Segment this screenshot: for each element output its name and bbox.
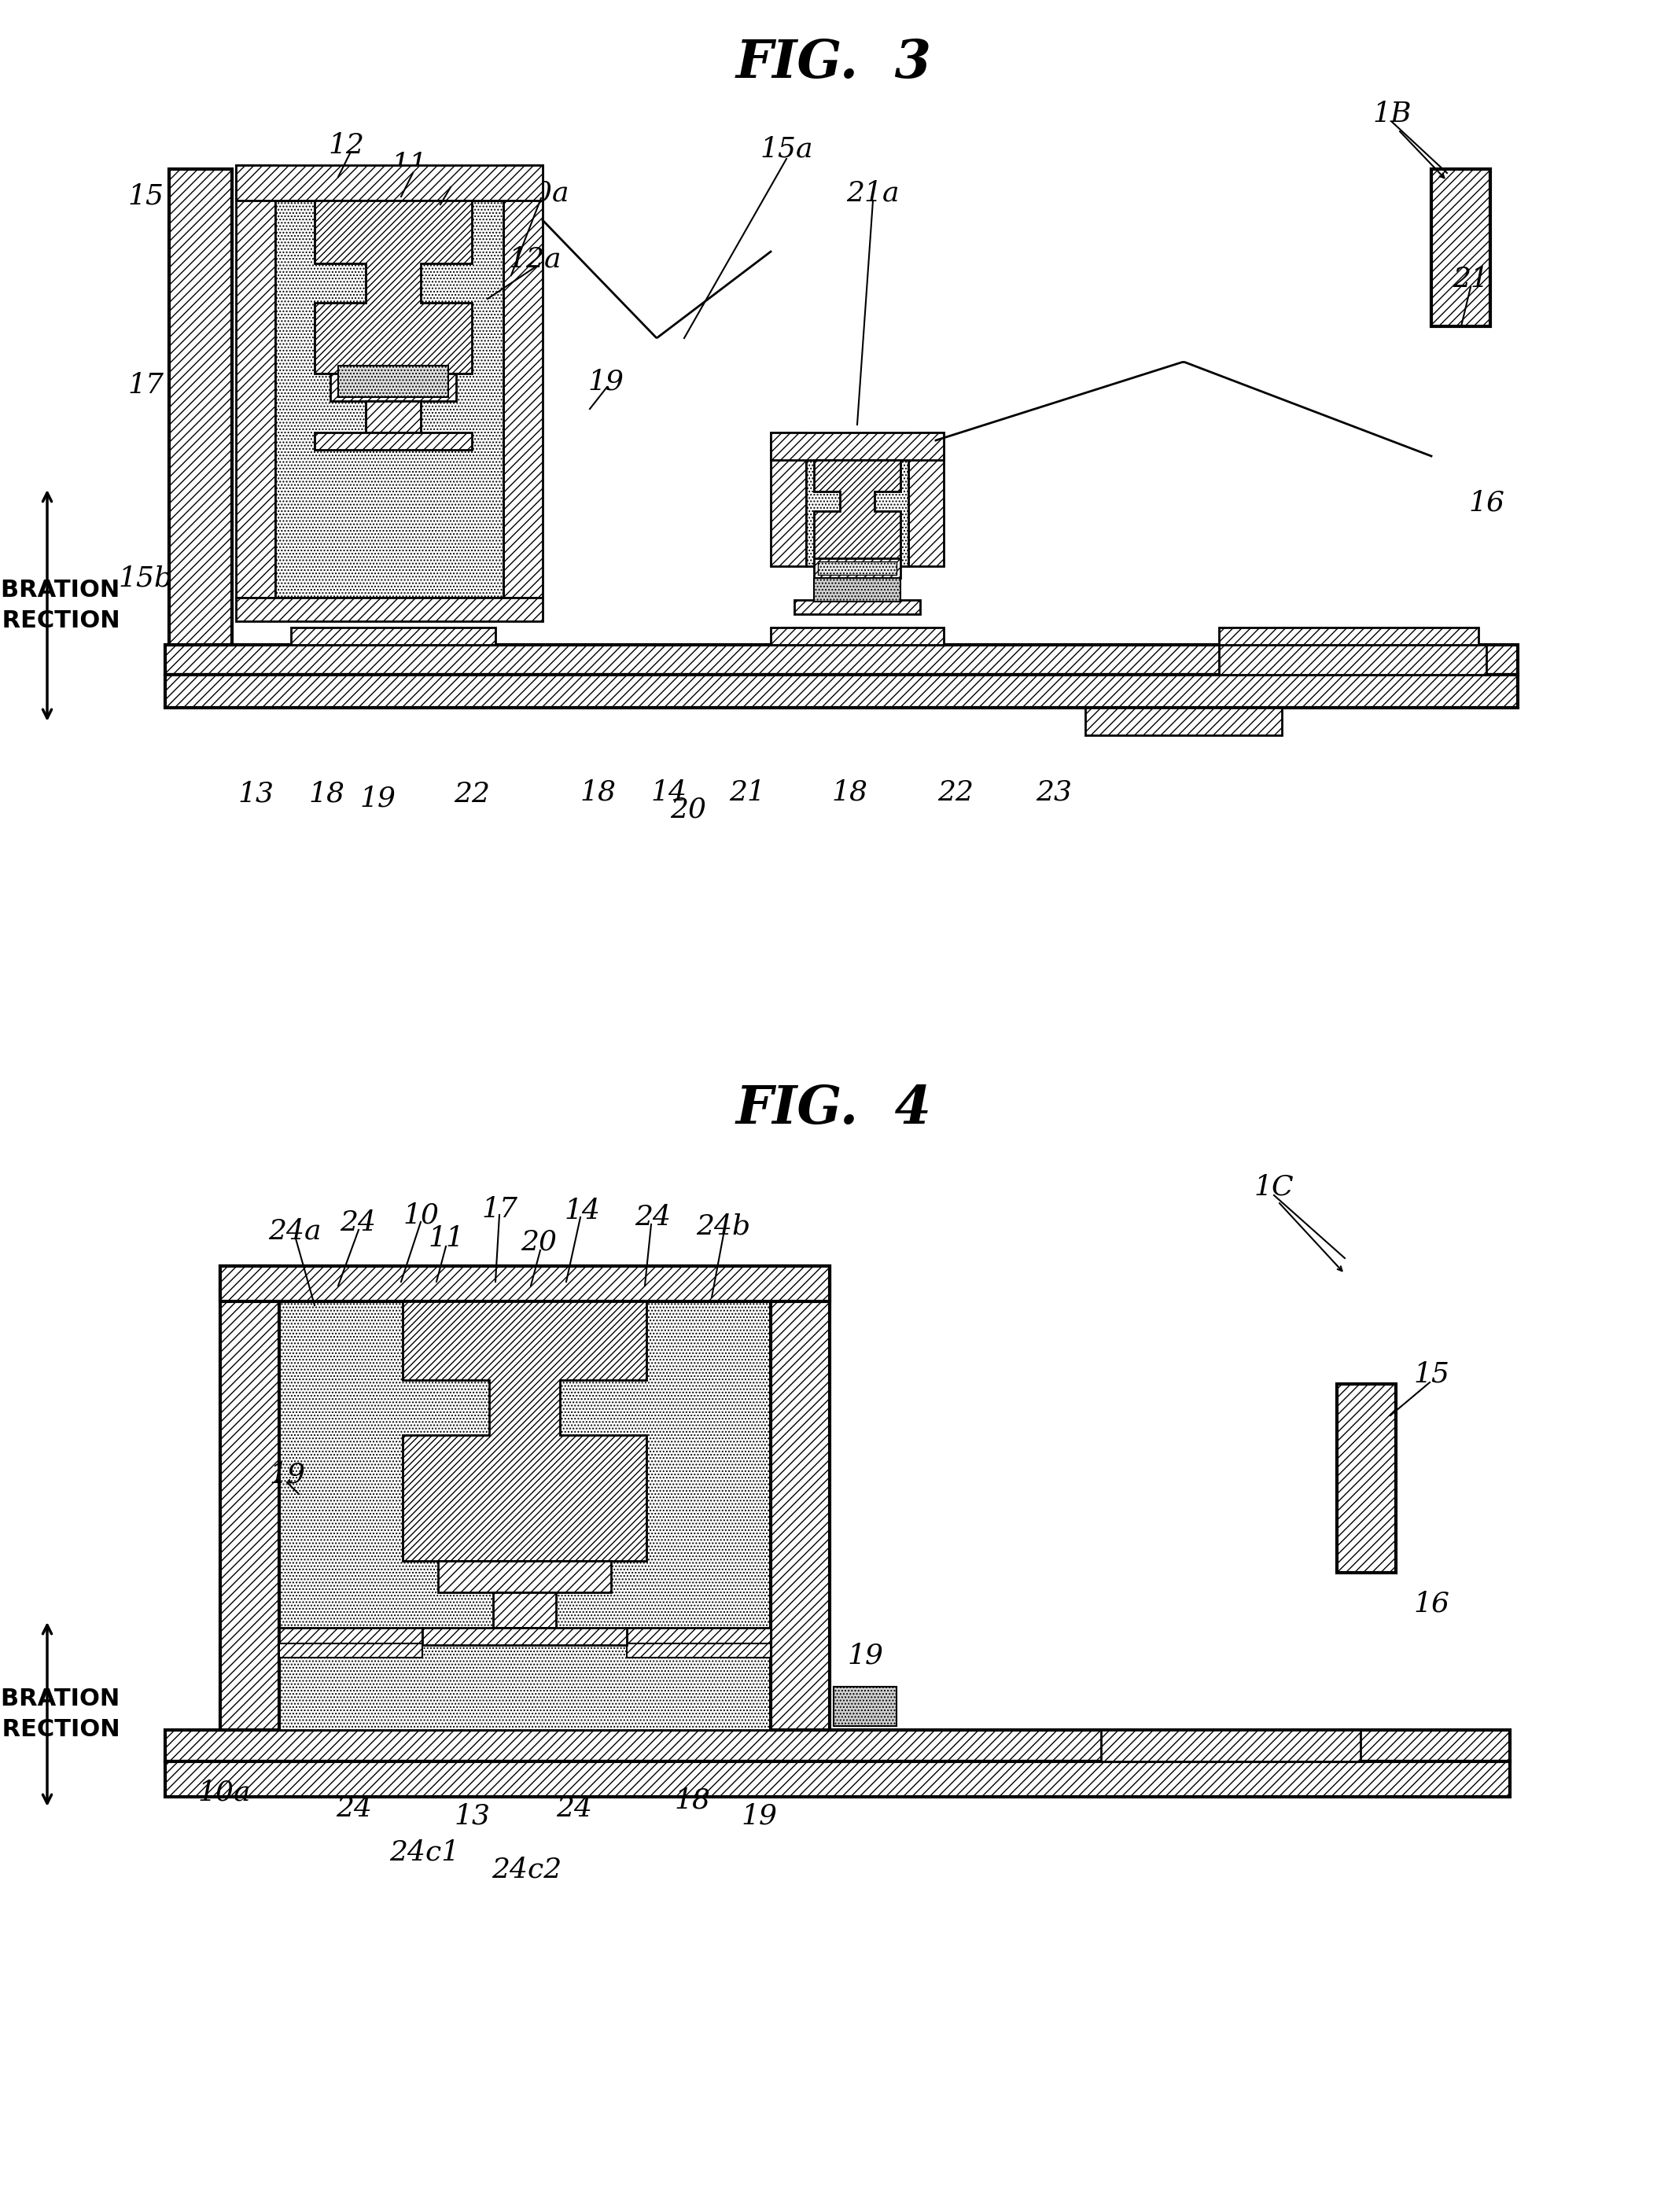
Bar [1219,646,1486,675]
Text: 15b: 15b [118,564,173,591]
Text: 11: 11 [427,1225,464,1252]
Text: 23: 23 [1036,779,1073,805]
Bar [168,168,232,646]
Polygon shape [402,1301,647,1562]
Bar [627,1628,771,1644]
Text: 13: 13 [237,781,274,807]
Bar [834,1688,896,1725]
Text: 10a: 10a [515,179,569,206]
Polygon shape [315,201,472,374]
Bar [365,400,420,434]
Text: 10: 10 [434,168,470,195]
Text: 18: 18 [674,1787,711,1814]
Bar [339,365,449,398]
Bar [290,628,495,646]
Bar [1101,1730,1361,1761]
Bar [279,1628,422,1644]
Bar [814,557,901,577]
Bar [315,434,472,449]
Text: 24: 24 [634,1203,671,1230]
Text: 20: 20 [520,1230,557,1256]
Polygon shape [814,460,901,557]
Text: 14: 14 [651,779,687,805]
Text: 18: 18 [309,781,345,807]
Text: VIBRATION
DIRECTION: VIBRATION DIRECTION [0,1688,120,1741]
Text: 17: 17 [127,372,163,398]
Text: 15: 15 [127,184,163,210]
Text: 21: 21 [729,779,766,805]
Text: 19: 19 [359,785,395,812]
Text: 24c2: 24c2 [492,1856,562,1882]
Bar [422,1628,627,1646]
Text: 12a: 12a [509,246,562,272]
Text: 24b: 24b [696,1214,751,1241]
Bar [165,675,1518,708]
Text: 1C: 1C [1254,1175,1294,1201]
Text: 15a: 15a [761,137,812,164]
Text: 22: 22 [937,779,974,805]
Bar [504,166,542,597]
Text: VIBRATION
DIRECTION: VIBRATION DIRECTION [0,580,120,633]
Bar [771,434,806,566]
Text: 21a: 21a [846,179,899,206]
Text: 24: 24 [335,1796,372,1823]
Bar [165,1761,1510,1796]
Text: 18: 18 [831,779,867,805]
Bar [794,599,921,615]
Text: FIG.  3: FIG. 3 [736,38,931,88]
Text: 24c1: 24c1 [390,1838,460,1865]
Bar [235,597,542,622]
Text: 12: 12 [329,133,364,159]
Text: 15: 15 [1413,1360,1449,1387]
Text: 11: 11 [390,153,427,179]
Bar [279,1644,422,1657]
Text: 17: 17 [482,1197,517,1223]
Bar [1431,168,1490,327]
Bar [330,374,455,400]
Text: 10: 10 [402,1201,439,1228]
Bar [771,434,944,460]
Text: 18: 18 [579,779,615,805]
Text: 19: 19 [269,1462,305,1489]
Text: 21: 21 [1453,265,1490,292]
Text: 19: 19 [741,1803,777,1829]
Text: 19: 19 [847,1641,882,1668]
Bar [1086,708,1283,734]
Bar [771,1265,829,1730]
Bar [165,1730,1510,1761]
Bar [817,562,896,575]
Text: 16: 16 [1468,489,1505,518]
Bar [235,166,275,597]
Bar [275,201,504,597]
Text: FIG.  4: FIG. 4 [736,1084,931,1135]
Bar [814,577,901,602]
Bar [909,434,944,566]
Bar [1219,628,1478,646]
Bar [279,1301,771,1730]
Text: 13: 13 [454,1803,490,1829]
Text: 10a: 10a [197,1778,250,1807]
Text: 22: 22 [454,781,490,807]
Bar [627,1644,771,1657]
Text: 24: 24 [555,1796,592,1823]
Text: 20: 20 [671,796,706,823]
Text: 24: 24 [340,1210,375,1237]
Text: 14: 14 [564,1197,600,1225]
Text: 24a: 24a [269,1217,322,1243]
Bar [235,166,542,201]
Bar [165,646,1518,675]
Bar [1338,1385,1396,1573]
Bar [439,1562,610,1593]
Bar [494,1593,555,1628]
Bar [771,628,944,646]
Bar [220,1265,279,1730]
Bar [220,1265,829,1301]
Text: 16: 16 [1413,1590,1449,1617]
Bar [806,460,909,566]
Text: 1B: 1B [1373,102,1411,128]
Text: 19: 19 [587,367,624,394]
